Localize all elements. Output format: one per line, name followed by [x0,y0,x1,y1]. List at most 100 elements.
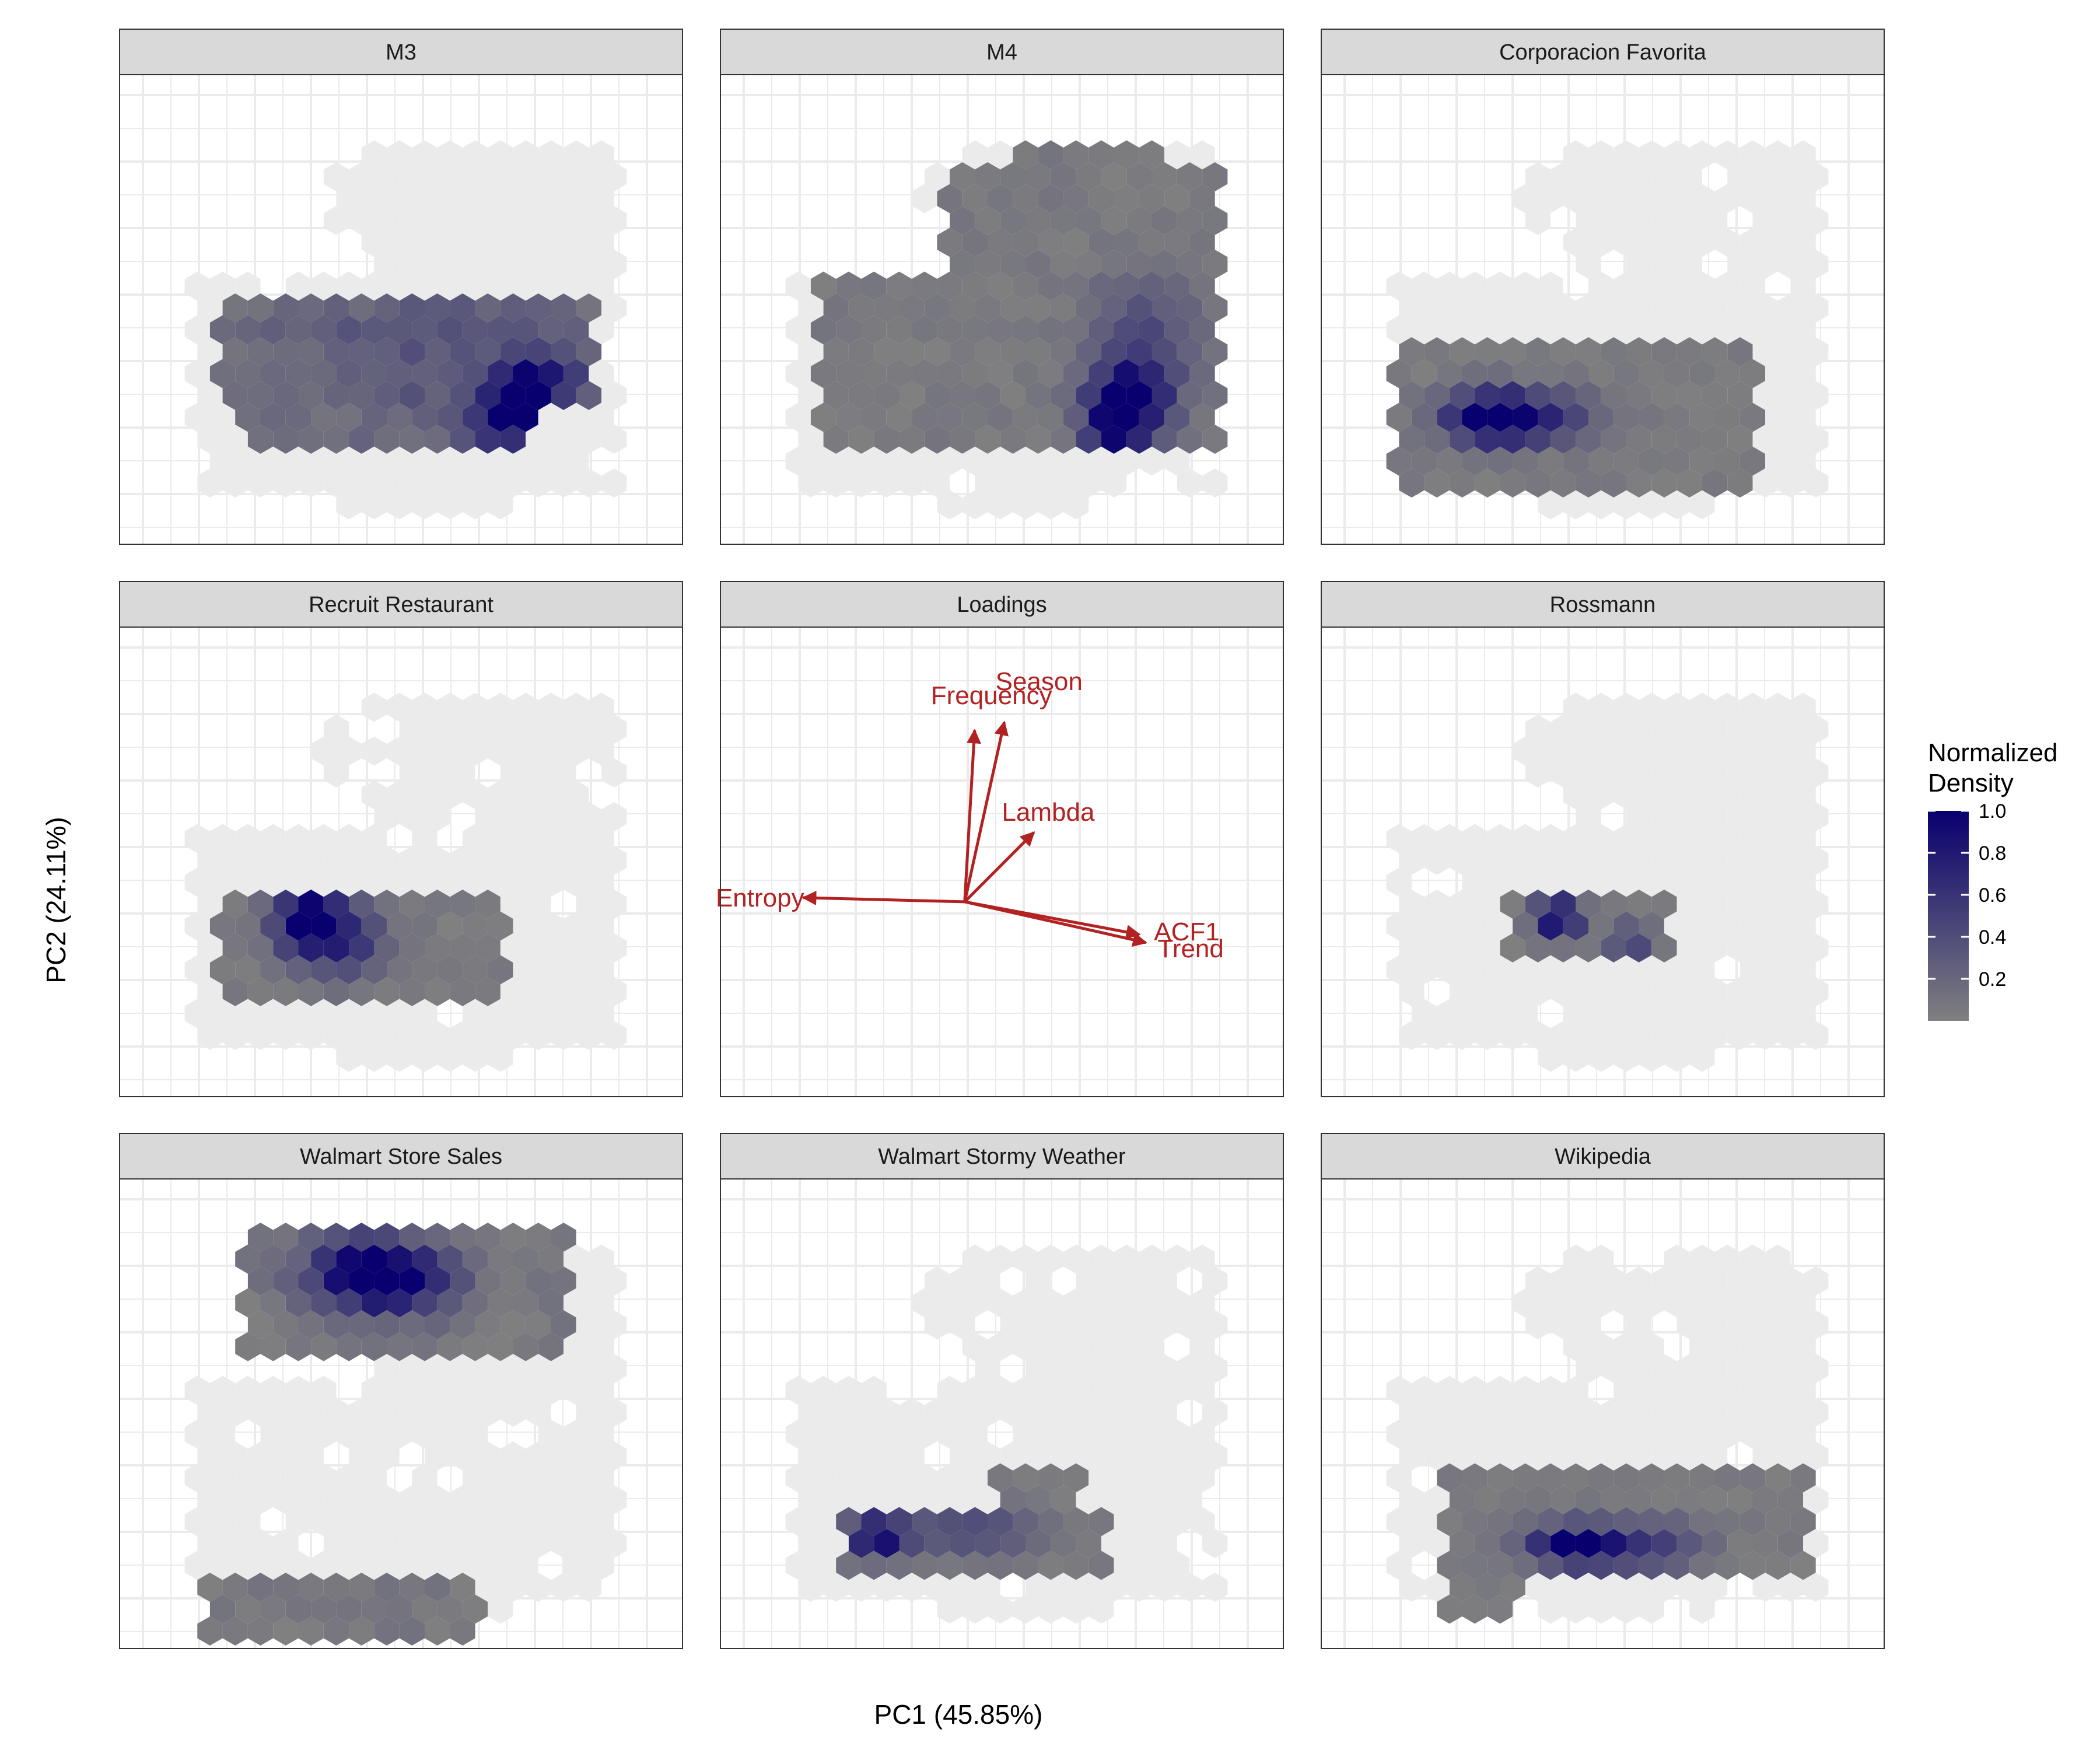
hex-bin [374,933,400,963]
hex-bin [1563,999,1588,1028]
hex-bin [1051,1441,1076,1471]
hex-bin [1576,758,1601,788]
hex-bin [1152,381,1177,410]
hex-bin [1651,425,1677,454]
hex-bin [1702,381,1728,410]
hex-bin [975,381,1000,410]
hex-bin [1139,228,1165,257]
hex-bin [1513,1419,1538,1449]
hex-bin [1076,1529,1101,1558]
hex-bin [500,758,526,788]
hex-bin [937,1463,963,1493]
hex-bin [475,846,501,875]
hex-bin [1386,315,1412,345]
hex-bin [1651,162,1677,191]
hex-bin [1727,1398,1753,1427]
hex-bin [462,1332,488,1362]
hex-bin [899,293,925,323]
hex-bin [247,1441,274,1471]
hex-bin [874,468,900,498]
hex-bin [1676,1441,1702,1471]
hex-bin [1639,315,1664,345]
hex-bin [1063,1288,1089,1318]
hex-bin [1639,402,1664,432]
hex-bin [1500,468,1525,498]
hex-bin [1664,1419,1690,1449]
facet-strip [720,581,1284,628]
hex-bin [1411,955,1437,985]
hex-bin [1803,1485,1829,1514]
hex-bin [1790,1288,1816,1318]
hex-bin [1126,250,1152,279]
hex-bin [1013,446,1038,476]
hex-bin [374,1223,400,1252]
hex-bin [551,1485,576,1514]
hex-bin [425,1441,450,1471]
hex-bin [1614,1507,1639,1536]
hex-bin [589,1244,614,1274]
hex-bin [924,162,950,191]
hex-bin [1139,1463,1165,1493]
hex-bin [349,1398,374,1427]
hex-bin [1752,933,1778,963]
hex-bin [1576,715,1601,744]
hex-bin [1449,1021,1475,1050]
hex-bin [1740,184,1766,214]
hex-bin [1563,692,1588,722]
hex-bin [247,846,274,875]
hex-bin [500,1310,526,1339]
hex-bin [349,162,374,191]
hex-bin [500,715,526,744]
facet-strip-label: Recruit Restaurant [309,593,494,617]
hex-bin [450,715,475,744]
hex-bin [1177,1485,1203,1514]
hex-bin [924,1573,950,1602]
hex-bin [988,1332,1013,1362]
hex-bin [1189,184,1215,214]
hex-bin [412,315,438,345]
hex-bin [1626,802,1652,831]
hex-bin [1803,802,1829,831]
hex-bin [1689,780,1715,810]
hex-bin [488,867,513,897]
hex-bin [1576,162,1601,191]
hex-bin [526,1310,551,1339]
hex-bin [247,425,274,454]
hex-bin [1790,999,1816,1028]
hex-bin [323,846,349,875]
hex-bin [235,1288,261,1318]
hex-bin [285,1244,312,1274]
hex-bin [1588,1463,1614,1493]
hex-bin [899,1485,925,1514]
hex-bin [1702,1354,1728,1383]
hex-bin [1449,468,1475,498]
hex-bin [235,315,261,345]
hex-bin [1399,381,1424,410]
hex-bin [1752,206,1778,235]
hex-bin [1139,140,1165,170]
hex-bin [886,402,912,432]
hex-bin [387,1419,412,1449]
hex-bin [349,381,374,410]
hex-bin [1777,468,1804,498]
hex-bin [912,1550,937,1580]
hex-bin [374,977,400,1006]
hex-bin [526,1021,551,1050]
hex-bin [1639,271,1664,301]
hex-bin [462,1244,488,1274]
hex-bin [1038,1463,1063,1493]
hex-bin [1487,359,1513,388]
hex-bin [311,446,337,476]
hex-bin [1026,162,1051,191]
hex-bin [1000,337,1026,366]
hex-bin [988,228,1013,257]
hex-bin [1803,293,1829,323]
hex-bin [1513,867,1538,897]
hex-bin [1538,271,1563,301]
hex-bin [1614,1332,1639,1362]
hex-bin [1411,1419,1437,1449]
hex-bin [1576,337,1601,366]
hex-bin [513,1550,538,1580]
hex-bin [1076,1485,1101,1514]
